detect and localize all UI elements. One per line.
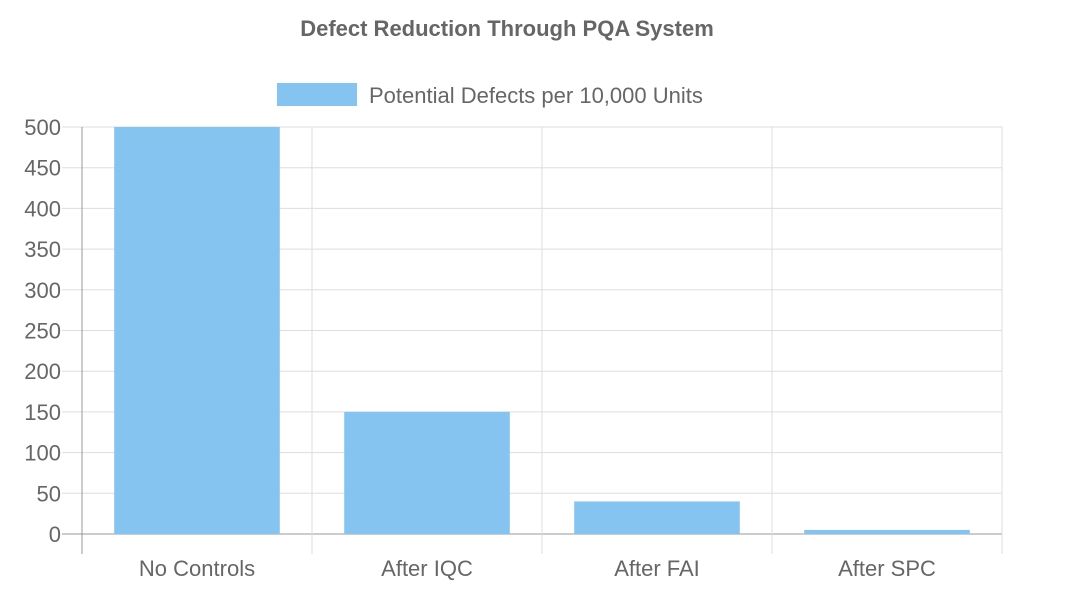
y-tick-label: 50 xyxy=(37,481,61,506)
bar-after-spc[interactable] xyxy=(804,529,970,534)
x-tick-label: After IQC xyxy=(381,556,473,581)
axis-layer: 0 50 100 150 200 250 300 350 400 450 500 No Control… xyxy=(24,115,936,581)
x-tick-label: After FAI xyxy=(614,556,700,581)
y-tick-label: 200 xyxy=(24,359,61,384)
y-tick-label: 150 xyxy=(24,400,61,425)
bar-no-controls[interactable] xyxy=(114,127,280,534)
y-tick-label: 250 xyxy=(24,319,61,344)
bar-after-iqc[interactable] xyxy=(344,411,510,534)
y-tick-label: 400 xyxy=(24,196,61,221)
legend[interactable]: Potential Defects per 10,000 Units xyxy=(277,83,703,108)
y-tick-label: 100 xyxy=(24,441,61,466)
chart-title: Defect Reduction Through PQA System xyxy=(300,16,714,41)
y-tick-label: 350 xyxy=(24,237,61,262)
y-tick-label: 0 xyxy=(49,522,61,547)
legend-label: Potential Defects per 10,000 Units xyxy=(369,83,703,108)
legend-swatch xyxy=(277,83,357,106)
y-tick-label: 500 xyxy=(24,115,61,140)
bar-after-fai[interactable] xyxy=(574,501,740,534)
bars-layer xyxy=(114,127,970,534)
y-tick-label: 450 xyxy=(24,156,61,181)
x-tick-label: No Controls xyxy=(139,556,255,581)
x-tick-label: After SPC xyxy=(838,556,936,581)
y-tick-label: 300 xyxy=(24,278,61,303)
